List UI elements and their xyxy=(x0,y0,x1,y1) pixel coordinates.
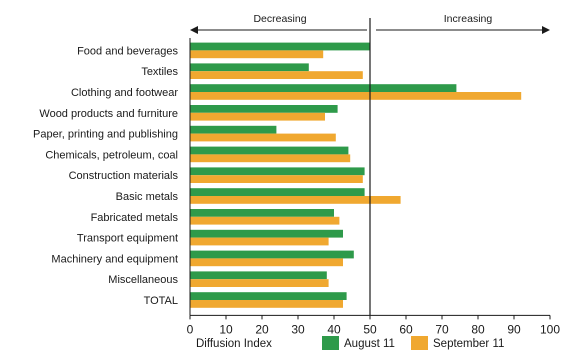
bar-september-11 xyxy=(190,154,351,163)
x-tick-label: 60 xyxy=(399,322,413,336)
bar-september-11 xyxy=(190,300,343,308)
bar-august-11 xyxy=(190,188,365,196)
x-tick-label: 40 xyxy=(327,322,341,336)
x-tick-label: 20 xyxy=(255,322,269,336)
bar-august-11 xyxy=(190,105,338,113)
left-arrow-icon xyxy=(190,26,198,34)
bar-september-11 xyxy=(190,92,522,100)
bar-august-11 xyxy=(190,167,365,176)
category-label: Wood products and furniture xyxy=(39,108,178,120)
bar-august-11 xyxy=(190,146,349,155)
legend-label: August 11 xyxy=(344,338,395,350)
x-tick-label: 80 xyxy=(471,322,485,336)
category-label: Chemicals, petroleum, coal xyxy=(45,149,178,161)
bar-august-11 xyxy=(190,229,343,238)
bar-august-11 xyxy=(190,63,309,72)
bar-september-11 xyxy=(190,279,329,287)
x-axis-title: Diffusion Index xyxy=(196,338,272,350)
legend: Diffusion Index August 11 September 11 xyxy=(196,336,504,350)
bar-august-11 xyxy=(190,250,354,259)
right-arrow-icon xyxy=(542,26,550,34)
bars-layer xyxy=(190,42,522,308)
legend-label: September 11 xyxy=(433,338,504,350)
category-label: Fabricated metals xyxy=(91,212,179,224)
bar-september-11 xyxy=(190,237,329,246)
direction-indicator: Decreasing Increasing xyxy=(190,13,550,34)
x-tick-label: 50 xyxy=(363,322,377,336)
bar-august-11 xyxy=(190,125,277,134)
axes-layer xyxy=(189,18,550,316)
increasing-label: Increasing xyxy=(444,13,493,25)
bar-september-11 xyxy=(190,258,343,267)
bar-september-11 xyxy=(190,112,325,121)
x-tick-label: 30 xyxy=(291,322,305,336)
legend-swatch-august-11 xyxy=(322,336,339,350)
category-label: Machinery and equipment xyxy=(51,253,178,265)
category-label: Construction materials xyxy=(69,170,179,182)
bar-august-11 xyxy=(190,84,457,92)
bar-august-11 xyxy=(190,271,327,280)
x-tick-labels: 0 10 20 30 40 50 60 70 80 90 100 xyxy=(187,315,560,336)
category-label: Clothing and footwear xyxy=(71,87,178,99)
category-label: Food and beverages xyxy=(77,45,178,57)
bar-august-11 xyxy=(190,42,370,51)
category-label: Textiles xyxy=(141,66,178,78)
x-tick-label: 90 xyxy=(507,322,521,336)
decreasing-label: Decreasing xyxy=(253,13,306,25)
x-tick-label: 100 xyxy=(540,322,560,336)
bar-september-11 xyxy=(190,196,401,204)
x-tick-label: 10 xyxy=(219,322,233,336)
bar-september-11 xyxy=(190,216,340,225)
x-tick-label: 0 xyxy=(187,322,194,336)
legend-swatch-september-11 xyxy=(411,336,428,350)
category-label: TOTAL xyxy=(144,295,178,307)
bar-august-11 xyxy=(190,292,347,300)
x-tick-label: 70 xyxy=(435,322,449,336)
category-labels: Food and beverages Textiles Clothing and f… xyxy=(33,45,178,307)
bar-september-11 xyxy=(190,133,336,142)
category-label: Transport equipment xyxy=(77,233,178,245)
bar-september-11 xyxy=(190,175,363,183)
category-label: Basic metals xyxy=(116,191,179,203)
bar-august-11 xyxy=(190,209,334,217)
category-label: Miscellaneous xyxy=(108,274,178,286)
bar-september-11 xyxy=(190,50,324,59)
category-label: Paper, printing and publishing xyxy=(33,129,178,141)
bar-september-11 xyxy=(190,71,363,79)
